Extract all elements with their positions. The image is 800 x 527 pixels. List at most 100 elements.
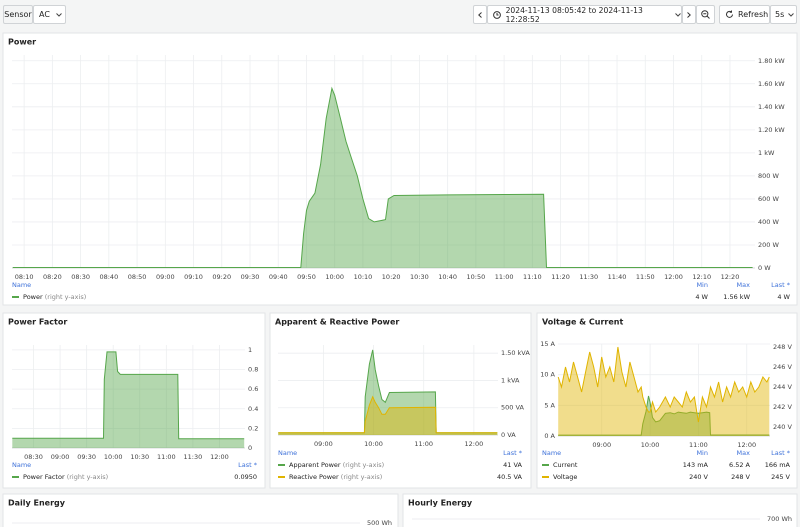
x-tick-label: 11:00 — [689, 441, 708, 449]
x-tick-label: 09:50 — [297, 273, 316, 281]
clock-icon — [493, 10, 501, 19]
legend-header: Last * — [771, 281, 791, 289]
panel — [402, 493, 798, 527]
series-area — [278, 396, 498, 435]
y-tick-label: 5 A — [544, 401, 555, 409]
x-tick-label: 11:00 — [157, 453, 176, 461]
variable-label: Sensor — [3, 5, 33, 24]
legend-swatch — [542, 464, 549, 466]
series-line — [12, 351, 245, 440]
series-note: (right y-axis) — [343, 461, 385, 469]
legend-space — [341, 461, 343, 469]
x-tick-label: 10:00 — [325, 273, 344, 281]
legend-swatch — [278, 464, 285, 466]
legend-header: Name — [278, 449, 297, 457]
legend-value: 248 V — [731, 473, 750, 481]
legend-value: 6.52 A — [729, 461, 751, 469]
legend-value: 0.0950 — [234, 473, 257, 481]
legend-label: Power Factor (right y-axis) — [23, 473, 108, 481]
legend-header: Min — [696, 449, 708, 457]
y-tick-label: 0.8 — [248, 366, 258, 374]
x-tick-label: 08:30 — [24, 453, 43, 461]
x-tick-label: 11:40 — [608, 273, 627, 281]
y-tick-label: 0 A — [544, 432, 555, 440]
x-tick-label: 10:00 — [364, 440, 383, 448]
y-tick-label: 1 — [248, 346, 252, 354]
series-area — [12, 351, 245, 448]
panel — [536, 312, 798, 489]
series-name: Apparent Power — [289, 461, 341, 469]
legend-header: Max — [737, 281, 751, 289]
y-tick-label: 600 W — [758, 195, 779, 203]
variable-value: AC — [39, 10, 50, 19]
left-icon — [478, 11, 482, 18]
legend-header: Max — [737, 449, 751, 457]
x-tick-label: 10:40 — [438, 273, 457, 281]
x-tick-label: 09:00 — [592, 441, 611, 449]
y-tick-label: 700 Wh — [767, 515, 792, 523]
y-tick-label: 1 kVA — [501, 376, 520, 384]
x-tick-label: 11:00 — [414, 440, 433, 448]
x-tick-label: 08:30 — [71, 273, 90, 281]
interval-value: 5s — [775, 10, 785, 19]
series-area — [558, 347, 770, 436]
panel — [2, 32, 798, 306]
time-picker[interactable]: 2024-11-13 08:05:42 to 2024-11-13 12:28:… — [487, 5, 682, 24]
time-back-button[interactable] — [473, 5, 487, 24]
legend-label: Current — [553, 461, 578, 469]
legend-space — [339, 473, 341, 481]
x-tick-label: 11:30 — [184, 453, 203, 461]
y-tick-label: 800 W — [758, 172, 779, 180]
legend-value: 166 mA — [765, 461, 791, 469]
series-note: (right y-axis) — [45, 293, 87, 301]
series-note: (right y-axis) — [67, 473, 109, 481]
y-tick-label: 1.50 kVA — [501, 349, 530, 357]
x-tick-label: 12:10 — [692, 273, 711, 281]
refresh-label: Refresh — [738, 10, 769, 19]
panel — [269, 312, 532, 489]
y-tick-label: 244 V — [773, 383, 792, 391]
x-tick-label: 11:50 — [636, 273, 655, 281]
legend-value: 240 V — [689, 473, 708, 481]
y-tick-label: 10 A — [540, 371, 555, 379]
y-tick-label: 1 kW — [758, 149, 775, 157]
x-tick-label: 09:00 — [314, 440, 333, 448]
panel-title: Apparent & Reactive Power — [275, 318, 399, 327]
x-tick-label: 11:10 — [523, 273, 542, 281]
refresh-button[interactable]: Refresh — [719, 5, 770, 24]
y-tick-label: 1.40 kW — [758, 103, 785, 111]
y-tick-label: 0.2 — [248, 424, 258, 432]
series-name: Power — [23, 293, 43, 301]
time-forward-button[interactable] — [682, 5, 696, 24]
y-tick-label: 500 Wh — [367, 519, 392, 527]
y-tick-label: 0 VA — [501, 431, 516, 439]
legend-label: Reactive Power (right y-axis) — [289, 473, 382, 481]
x-tick-label: 12:20 — [721, 273, 740, 281]
panel-title: Power — [8, 38, 36, 47]
legend-value: 4 W — [695, 293, 708, 301]
legend-swatch — [12, 296, 19, 298]
y-tick-label: 500 VA — [501, 404, 525, 412]
legend-label: Power (right y-axis) — [23, 293, 86, 301]
x-tick-label: 10:30 — [130, 453, 149, 461]
series-note: (right y-axis) — [341, 473, 383, 481]
series-name: Current — [553, 461, 578, 469]
refresh-icon — [726, 10, 733, 18]
series-line — [558, 395, 770, 436]
y-tick-label: 400 W — [758, 218, 779, 226]
legend-label: Voltage — [553, 473, 577, 481]
chevron-icon — [56, 12, 62, 17]
legend-header: Last * — [238, 461, 258, 469]
legend-header: Last * — [771, 449, 791, 457]
x-tick-label: 12:00 — [664, 273, 683, 281]
series-name: Reactive Power — [289, 473, 339, 481]
legend-swatch — [278, 476, 285, 478]
legend-space — [43, 293, 45, 301]
variable-select[interactable]: AC — [33, 5, 66, 24]
y-tick-label: 0.6 — [248, 385, 258, 393]
time-range: 2024-11-13 08:05:42 to 2024-11-13 12:28:… — [505, 5, 643, 24]
y-tick-label: 248 V — [773, 343, 792, 351]
x-tick-label: 09:20 — [212, 273, 231, 281]
zoom-out-button[interactable] — [696, 5, 715, 24]
refresh-interval[interactable]: 5s — [770, 5, 797, 24]
